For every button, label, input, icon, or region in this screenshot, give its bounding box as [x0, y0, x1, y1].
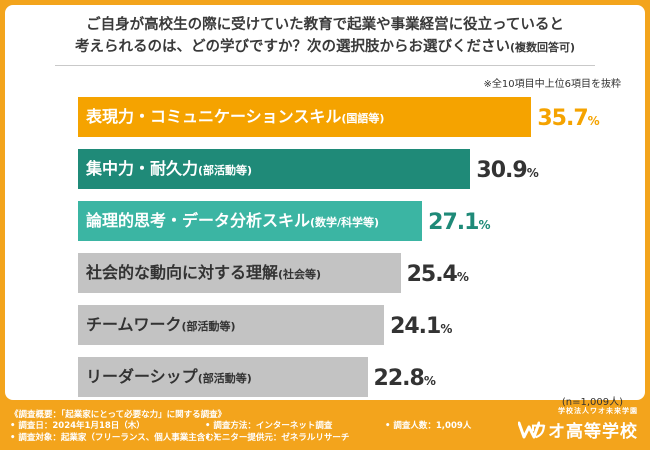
wao-logo-icon [518, 421, 540, 439]
bar [78, 253, 401, 293]
logo-subtitle: 学校法人ワオ未来学園 [558, 407, 638, 415]
selection-note: ※全10項目中上位6項目を抜粋 [483, 79, 621, 90]
bar-label: 社会的な動向に対する理解(社会等) [86, 263, 321, 285]
bar [78, 305, 385, 345]
survey-method: • 調査方法：インターネット調査 [205, 421, 333, 431]
bar [78, 357, 368, 397]
bar [78, 201, 423, 241]
bar [78, 97, 532, 137]
bar-label: 論理的思考・データ分析スキル(数学/科学等) [86, 211, 379, 233]
chart-card: ご自身が高校生の際に受けていた教育で起業や事業経営に役立っていると 考えられるの… [5, 5, 645, 408]
survey-provider: • モニター提供元：ゼネラルリサーチ [205, 433, 350, 443]
bar-label-sub: (社会等) [278, 268, 322, 281]
bar-value: 22.8% [374, 367, 436, 393]
bar-chart: 表現力・コミュニケーションスキル(国語等) 35.7% 集中力・耐久力(部活動等) 3… [5, 5, 645, 400]
bar-value-number: 24.1 [390, 314, 441, 339]
bar-label-main: リーダーシップ [86, 367, 198, 386]
bar-value-unit: % [423, 374, 436, 388]
bar-value-unit: % [526, 166, 539, 180]
bar-value-number: 30.9 [476, 158, 527, 183]
bar-label-sub: (部活動等) [197, 372, 252, 385]
bar-value: 30.9% [476, 159, 538, 185]
bar-label-sub: (部活動等) [198, 164, 253, 177]
survey-footer: 《調査概要：「起業家にとって必要な力」に関する調査》 • 調査日：2024年1月… [0, 400, 650, 450]
bar-value: 24.1% [390, 315, 452, 341]
survey-target: • 調査対象：起業家（フリーランス、個人事業主含む） [10, 433, 223, 443]
question-line-2-sub: (複数回答可) [509, 41, 576, 54]
question-line-1: ご自身が高校生の際に受けていた教育で起業や事業経営に役立っていると [86, 17, 564, 33]
question-line-2: 考えられるのは、どの学びですか？次の選択肢からお選びください(複数回答可) [5, 36, 645, 59]
bar-label-sub: (部活動等) [181, 320, 236, 333]
bar-label: リーダーシップ(部活動等) [86, 367, 252, 389]
bar-label: 表現力・コミュニケーションスキル(国語等) [86, 107, 384, 129]
bar-value-number: 25.4 [406, 262, 458, 287]
bar-value-unit: % [478, 218, 491, 232]
bar-label-sub: (数学/科学等) [310, 216, 380, 229]
bar-value: 25.4% [407, 263, 469, 289]
logo-title: ワオ高等学校 [530, 422, 638, 442]
bar-label-main: 社会的な動向に対する理解 [86, 263, 279, 282]
question-divider [55, 65, 595, 66]
bar-value-unit: % [456, 270, 469, 284]
school-logo: 学校法人ワオ未来学園 ワオ高等学校 [518, 406, 638, 446]
bar-value-unit: % [440, 322, 453, 336]
bar-label-main: チームワーク [86, 315, 182, 334]
bar-label-main: 表現力・コミュニケーションスキル [86, 107, 342, 126]
bar-label: 集中力・耐久力(部活動等) [86, 159, 252, 181]
bar [78, 149, 471, 189]
survey-overview-title: 《調査概要：「起業家にとって必要な力」に関する調査》 [10, 410, 227, 420]
bar-value-number: 35.7 [537, 106, 588, 131]
sample-size: (n=1,009人) [561, 397, 623, 408]
survey-date: • 調査日：2024年1月18日（木） [10, 421, 145, 431]
bar-label-sub: (国語等) [341, 112, 385, 125]
bar-value: 27.1% [428, 211, 490, 237]
bar-label-main: 論理的思考・データ分析スキル [86, 211, 311, 230]
bar-value-number: 22.8 [373, 366, 425, 391]
survey-count: • 調査人数：1,009人 [385, 421, 472, 431]
bar-value: 35.7% [537, 107, 599, 133]
bar-label-main: 集中力・耐久力 [86, 159, 199, 178]
bar-value-number: 27.1 [428, 210, 479, 235]
bar-label: チームワーク(部活動等) [86, 315, 236, 337]
question-line-2-main: 考えられるのは、どの学びですか？次の選択肢からお選びください [74, 39, 510, 55]
bar-value-unit: % [587, 114, 600, 128]
survey-question: ご自身が高校生の際に受けていた教育で起業や事業経営に役立っていると 考えられるの… [5, 14, 645, 59]
